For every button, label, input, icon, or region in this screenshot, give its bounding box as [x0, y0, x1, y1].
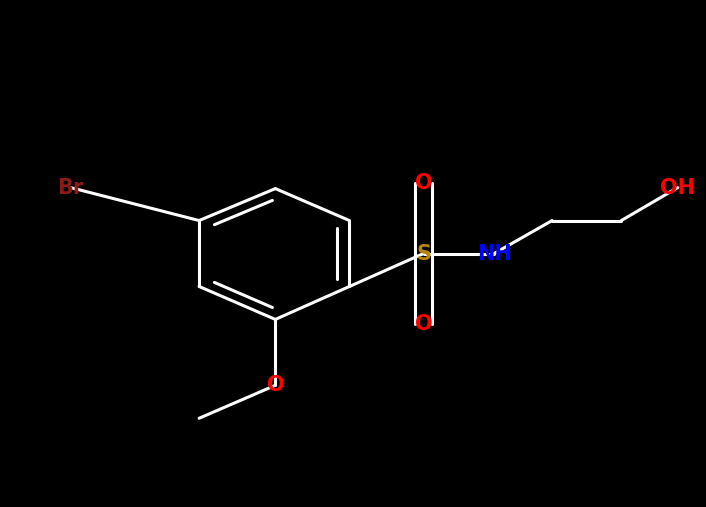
Text: O: O: [415, 314, 432, 335]
Text: S: S: [416, 243, 431, 264]
Text: O: O: [267, 375, 284, 395]
Text: O: O: [415, 172, 432, 193]
Text: NH: NH: [477, 243, 512, 264]
Text: Br: Br: [57, 177, 84, 198]
Text: OH: OH: [660, 177, 695, 198]
